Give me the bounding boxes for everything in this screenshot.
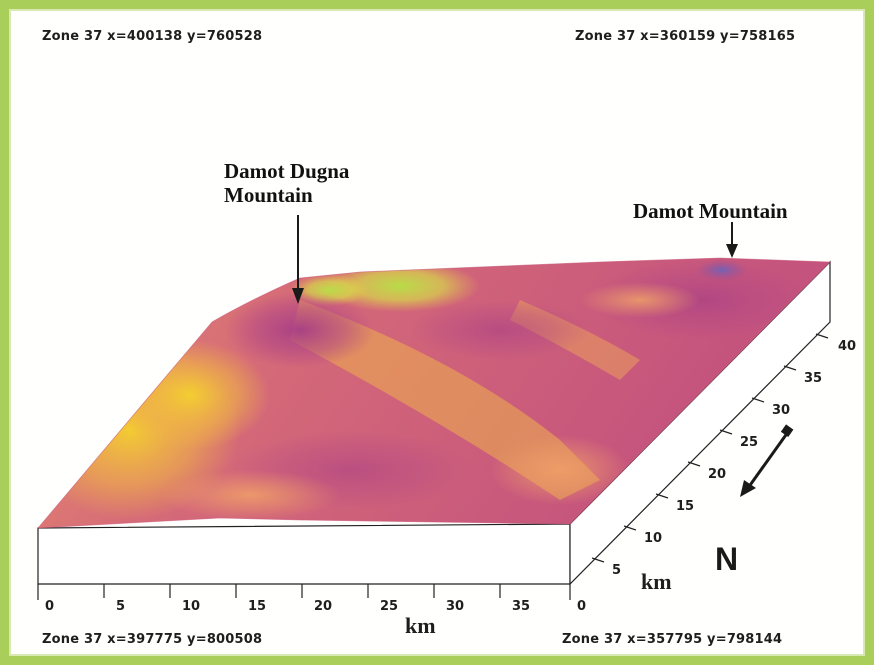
damot-dugna-arrow bbox=[292, 215, 304, 304]
y-axis bbox=[591, 333, 829, 563]
x-axis bbox=[37, 584, 571, 600]
y-tick-label: 30 bbox=[772, 403, 791, 418]
x-tick-label: 10 bbox=[182, 599, 201, 614]
y-tick-label: 40 bbox=[838, 339, 857, 354]
damot-arrow bbox=[726, 222, 738, 258]
x-tick-label: 30 bbox=[446, 599, 465, 614]
corner-coord-top-right: Zone 37 x=360159 y=758165 bbox=[575, 29, 796, 44]
x-tick-label: 0 bbox=[45, 599, 55, 614]
y-tick-label: 15 bbox=[676, 499, 695, 514]
x-tick-label: 15 bbox=[248, 599, 267, 614]
terrain-surface bbox=[38, 258, 830, 528]
terrain-surface-edge bbox=[37, 257, 831, 529]
terrain-block-diagram bbox=[37, 215, 831, 600]
corner-coord-top-left: Zone 37 x=400138 y=760528 bbox=[42, 29, 263, 44]
y-tick-label: 10 bbox=[644, 531, 663, 546]
corner-coord-bottom-right: Zone 37 x=357795 y=798144 bbox=[562, 632, 783, 647]
block-front-face bbox=[37, 523, 571, 585]
y-axis-unit: km bbox=[641, 569, 672, 594]
y-tick-label: 5 bbox=[612, 563, 622, 578]
x-axis-unit: km bbox=[405, 613, 436, 638]
x-tick-label: 5 bbox=[116, 599, 126, 614]
y-tick-label: 20 bbox=[708, 467, 727, 482]
x-tick-label: 25 bbox=[380, 599, 399, 614]
damot-dugna-label-line2: Mountain bbox=[224, 183, 313, 208]
damot-mountain-label: Damot Mountain bbox=[633, 199, 788, 223]
x-tick-label: 0 bbox=[577, 599, 587, 614]
x-tick-label: 35 bbox=[512, 599, 531, 614]
north-label: N bbox=[715, 541, 739, 577]
damot-dugna-label: Damot Dugna Mountain bbox=[224, 159, 349, 207]
y-tick-label: 35 bbox=[804, 371, 823, 386]
north-arrow-icon bbox=[740, 424, 794, 497]
y-tick-label: 25 bbox=[740, 435, 759, 450]
x-tick-label: 20 bbox=[314, 599, 333, 614]
corner-coord-bottom-left: Zone 37 x=397775 y=800508 bbox=[42, 632, 263, 647]
damot-dugna-label-line1: Damot Dugna bbox=[224, 159, 350, 183]
